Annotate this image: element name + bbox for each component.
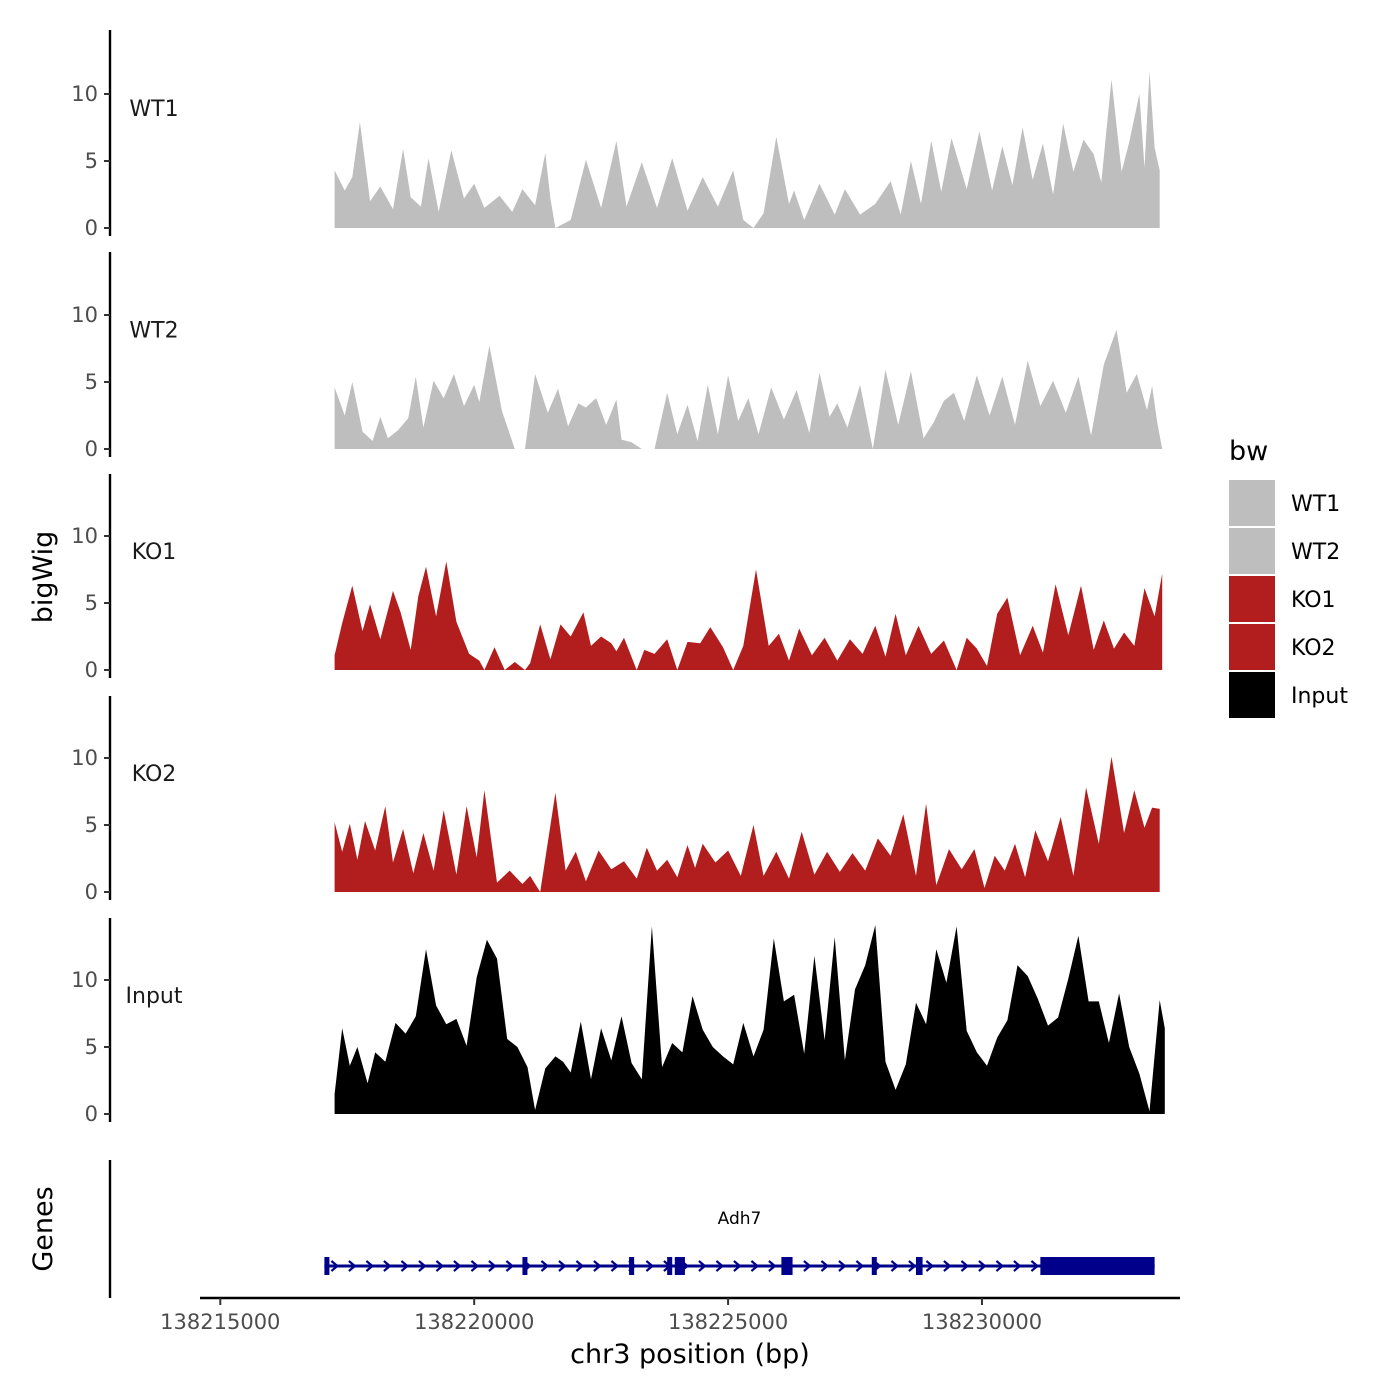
gene-exon bbox=[1040, 1257, 1155, 1275]
gene-exon bbox=[781, 1257, 793, 1275]
strand-arrow bbox=[540, 1260, 550, 1272]
legend-swatch bbox=[1229, 528, 1275, 574]
x-tick-label: 138225000 bbox=[668, 1310, 788, 1334]
gene-exon bbox=[522, 1257, 528, 1275]
area-series-ko2 bbox=[334, 756, 1160, 892]
strand-arrow bbox=[925, 1260, 935, 1272]
strand-arrow bbox=[890, 1260, 900, 1272]
strand-arrow bbox=[505, 1260, 515, 1272]
strand-arrow bbox=[698, 1260, 707, 1272]
legend-label: Input bbox=[1291, 684, 1348, 709]
strand-arrow bbox=[750, 1260, 760, 1272]
strand-arrow bbox=[838, 1260, 847, 1272]
legend: bw WT1 WT2 KO1 KO2 Input bbox=[1229, 436, 1348, 718]
strand-arrow bbox=[768, 1260, 777, 1272]
strand-arrow bbox=[330, 1260, 340, 1272]
y-tick-label: 5 bbox=[85, 370, 98, 394]
area-series-wt2 bbox=[334, 329, 1163, 449]
y-axis-title: bigWig bbox=[28, 531, 59, 624]
y-tick-label: 5 bbox=[85, 149, 98, 173]
x-tick-label: 138230000 bbox=[922, 1310, 1042, 1334]
y-tick-label: 0 bbox=[85, 880, 98, 904]
strand-arrow bbox=[383, 1260, 392, 1272]
y-tick-label: 10 bbox=[71, 82, 98, 106]
y-tick-label: 10 bbox=[71, 524, 98, 548]
legend-swatch bbox=[1229, 576, 1275, 622]
track-panel-ko2: 0 5 10 KO2 bbox=[71, 696, 1160, 904]
strand-arrow bbox=[453, 1260, 462, 1272]
strand-arrow bbox=[855, 1260, 865, 1272]
y-tick-label: 0 bbox=[85, 658, 98, 682]
track-label: WT2 bbox=[129, 319, 178, 344]
strand-arrow bbox=[995, 1260, 1005, 1272]
x-axis: 138215000 138220000 138225000 138230000 chr3… bbox=[160, 1296, 1180, 1370]
legend-title: bw bbox=[1229, 436, 1268, 467]
gene-exon bbox=[629, 1257, 635, 1275]
strand-arrow bbox=[400, 1260, 410, 1272]
legend-swatch bbox=[1229, 672, 1275, 718]
track-label: KO2 bbox=[132, 762, 177, 787]
strand-arrow bbox=[908, 1260, 917, 1272]
strand-arrow bbox=[715, 1260, 725, 1272]
strand-arrow bbox=[645, 1260, 655, 1272]
strand-arrow bbox=[418, 1260, 427, 1272]
strand-arrow bbox=[978, 1260, 987, 1272]
strand-arrow bbox=[435, 1260, 445, 1272]
track-panel-input: 0 5 10 Input bbox=[71, 918, 1165, 1126]
x-axis-title: chr3 position (bp) bbox=[570, 1339, 810, 1370]
y-tick-label: 0 bbox=[85, 437, 98, 461]
y-tick-label: 5 bbox=[85, 591, 98, 615]
gene-label: Adh7 bbox=[718, 1209, 762, 1229]
area-series-ko1 bbox=[334, 561, 1163, 670]
legend-swatch bbox=[1229, 624, 1275, 670]
strand-arrow bbox=[803, 1260, 812, 1272]
area-series-wt1 bbox=[334, 71, 1160, 228]
strand-arrow bbox=[610, 1260, 620, 1272]
x-tick-label: 138215000 bbox=[160, 1310, 280, 1334]
strand-arrow bbox=[593, 1260, 602, 1272]
y-tick-label: 0 bbox=[85, 216, 98, 240]
y-tick-label: 10 bbox=[71, 303, 98, 327]
legend-label: KO2 bbox=[1291, 636, 1336, 661]
track-label: KO1 bbox=[132, 540, 177, 565]
gene-exon bbox=[674, 1257, 685, 1275]
gene-exon bbox=[667, 1257, 673, 1275]
legend-label: WT1 bbox=[1291, 492, 1340, 517]
strand-arrow bbox=[558, 1260, 567, 1272]
track-panel-wt2: 0 5 10 WT2 bbox=[71, 252, 1163, 461]
strand-arrow bbox=[365, 1260, 375, 1272]
track-panel-ko1: 0 5 10 KO1 bbox=[71, 474, 1163, 682]
y-tick-label: 10 bbox=[71, 968, 98, 992]
genes-axis-title: Genes bbox=[28, 1186, 59, 1271]
strand-arrow bbox=[733, 1260, 742, 1272]
strand-arrow bbox=[820, 1260, 830, 1272]
track-label: Input bbox=[126, 984, 183, 1009]
strand-arrow bbox=[488, 1260, 497, 1272]
gene-exon bbox=[324, 1257, 330, 1275]
strand-arrow bbox=[575, 1260, 585, 1272]
legend-label: KO1 bbox=[1291, 588, 1336, 613]
strand-arrow bbox=[1013, 1260, 1022, 1272]
y-tick-label: 0 bbox=[85, 1102, 98, 1126]
strand-arrow bbox=[960, 1260, 970, 1272]
strand-arrow bbox=[943, 1260, 952, 1272]
x-tick-label: 138220000 bbox=[414, 1310, 534, 1334]
track-label: WT1 bbox=[129, 97, 178, 122]
y-tick-label: 5 bbox=[85, 1035, 98, 1059]
gene-exon bbox=[915, 1257, 923, 1275]
y-tick-label: 5 bbox=[85, 813, 98, 837]
area-series-input bbox=[334, 925, 1165, 1114]
strand-arrow bbox=[470, 1260, 480, 1272]
legend-swatch bbox=[1229, 480, 1275, 526]
strand-arrow bbox=[348, 1260, 357, 1272]
legend-label: WT2 bbox=[1291, 540, 1340, 565]
y-tick-label: 10 bbox=[71, 746, 98, 770]
strand-arrow bbox=[1030, 1260, 1040, 1272]
track-panel-wt1: 0 5 10 WT1 bbox=[71, 30, 1160, 240]
genes-panel: Genes Adh7 bbox=[28, 1160, 1155, 1298]
gene-exon bbox=[871, 1257, 877, 1275]
